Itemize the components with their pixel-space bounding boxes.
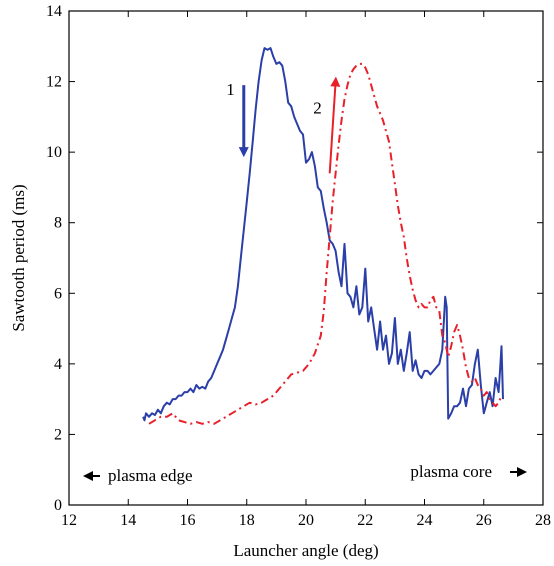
y-axis-label: Sawtooth period (ms) — [9, 184, 28, 331]
x-tick-label: 28 — [535, 512, 551, 529]
ticks — [68, 10, 544, 506]
y-tick-label: 4 — [54, 356, 62, 373]
series-1-label: 1 — [226, 80, 235, 99]
x-tick-label: 16 — [180, 512, 196, 529]
x-tick-label: 20 — [298, 512, 314, 529]
y-tick-label: 6 — [54, 285, 62, 302]
x-tick-label: 26 — [476, 512, 492, 529]
series-2-label: 2 — [313, 98, 322, 117]
y-tick-label: 14 — [46, 3, 62, 20]
x-tick-label: 14 — [120, 512, 136, 529]
x-tick-label: 22 — [357, 512, 373, 529]
y-tick-label: 12 — [46, 74, 62, 91]
annotation-layer: 1 2 plasma edge plasma core — [83, 76, 527, 485]
y-tick-label: 0 — [54, 497, 62, 514]
plot-frame — [68, 10, 544, 506]
y-tick-label: 10 — [46, 144, 62, 161]
series-2-arrow — [328, 76, 341, 174]
x-tick-label: 24 — [417, 512, 433, 529]
x-tick-label: 18 — [239, 512, 255, 529]
series-layer — [142, 47, 504, 425]
plasma-core-label: plasma core — [410, 462, 492, 481]
y-tick-label: 8 — [54, 215, 62, 232]
x-axis-label: Launcher angle (deg) — [233, 541, 378, 560]
series-line-2 — [148, 62, 503, 425]
plasma-edge-label: plasma edge — [108, 466, 193, 485]
y-tick-label: 2 — [54, 426, 62, 443]
series-line-1 — [142, 47, 504, 422]
x-tick-label: 12 — [61, 512, 77, 529]
